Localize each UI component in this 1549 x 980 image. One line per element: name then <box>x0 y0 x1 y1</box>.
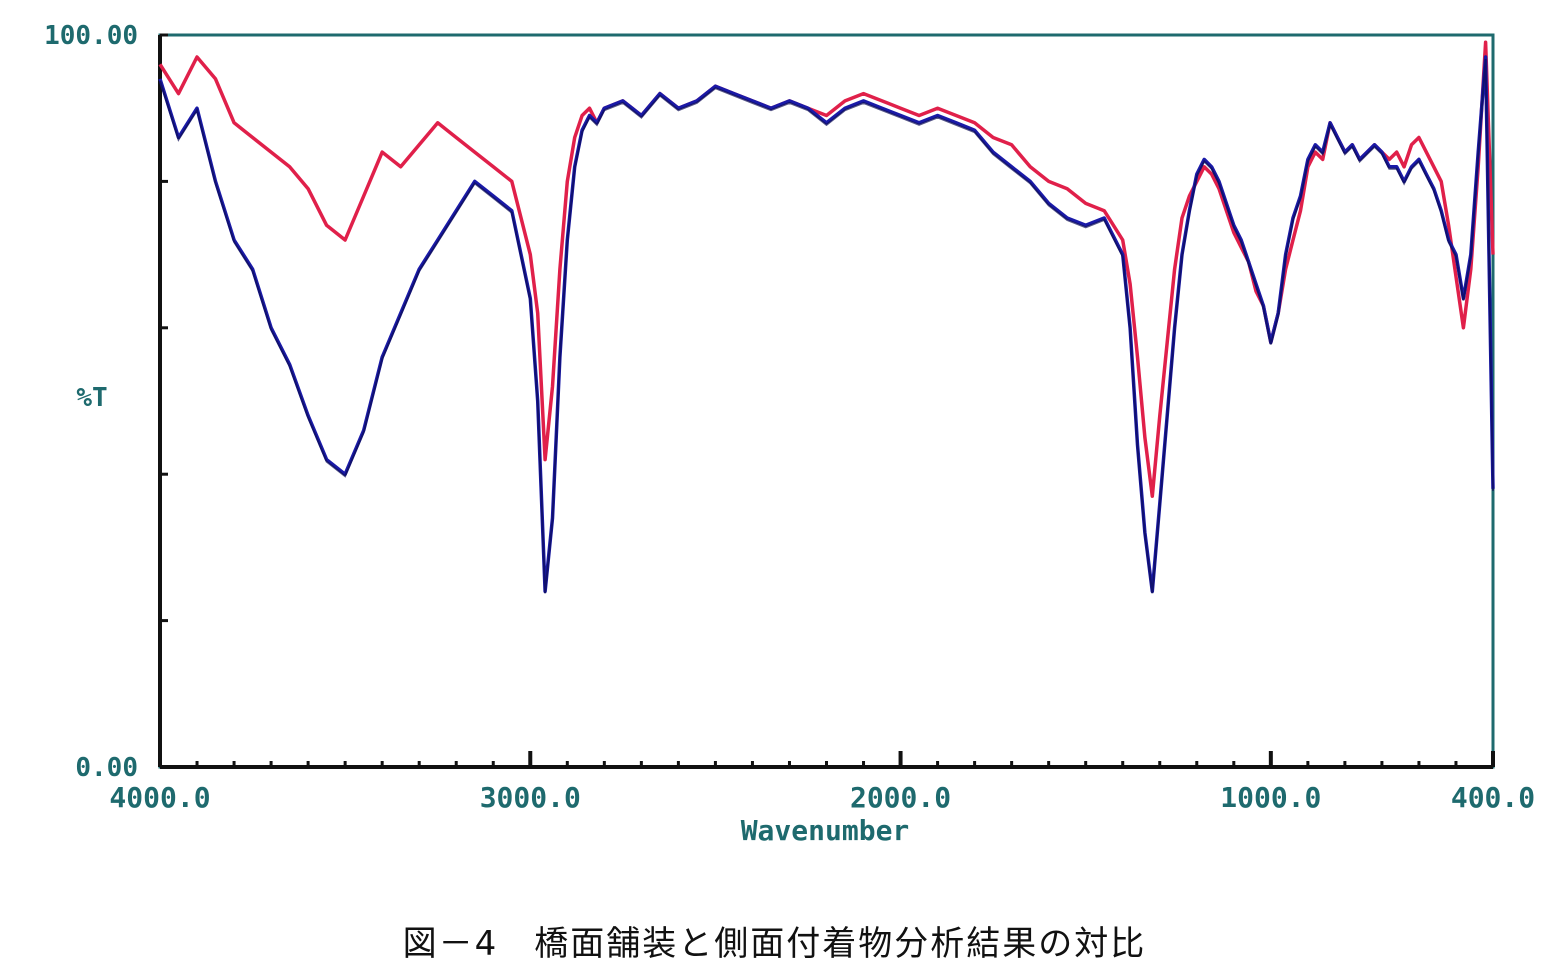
x-tick-label: 1000.0 <box>1220 781 1321 814</box>
figure-caption: 図－4 橋面舗装と側面付着物分析結果の対比 <box>402 924 1147 964</box>
y-tick-label: 100.00 <box>44 21 138 51</box>
y-axis: 100.00 0.00 <box>44 21 168 783</box>
ir-spectrum-chart: 4000.0 3000.0 2000.0 1000.0 400.0 100.00 0.00… <box>44 21 1535 847</box>
series-line-1 <box>158 40 1495 498</box>
x-tick-label: 400.0 <box>1451 781 1535 814</box>
x-tick-label: 4000.0 <box>109 781 210 814</box>
plot-border <box>158 33 1495 769</box>
series-line-2-shadow <box>159 58 1494 594</box>
y-axis-label: %T <box>76 383 107 413</box>
plot-frame <box>158 33 1495 769</box>
series-line-2 <box>158 55 1495 594</box>
x-tick-label: 3000.0 <box>480 781 581 814</box>
series-layer <box>158 40 1495 594</box>
x-tick-label: 2000.0 <box>850 781 951 814</box>
x-axis: 4000.0 3000.0 2000.0 1000.0 400.0 <box>109 751 1535 814</box>
y-tick-label: 0.00 <box>75 753 138 783</box>
x-axis-label: Wavenumber <box>741 814 910 847</box>
